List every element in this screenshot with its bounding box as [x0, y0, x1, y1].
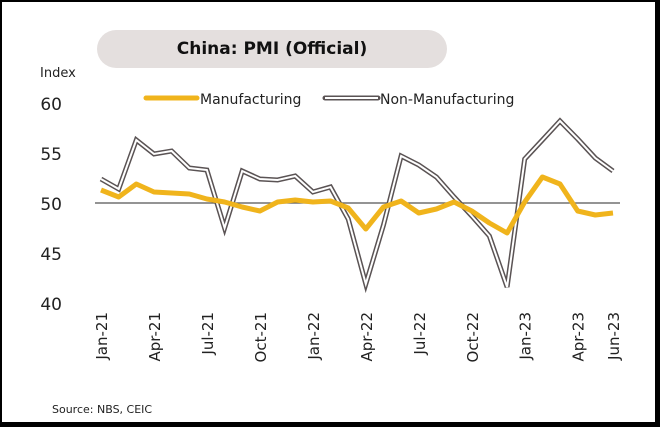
y-tick-label: 55	[40, 145, 62, 165]
y-axis-label: Index	[40, 66, 76, 81]
y-tick-label: 50	[40, 195, 62, 215]
chart-title: China: PMI (Official)	[176, 39, 368, 59]
series-line-non-manufacturing-inner	[100, 119, 614, 288]
x-tick-label: Jan-22	[305, 312, 323, 361]
series-line-manufacturing	[100, 174, 614, 236]
x-tick-label: Jan-21	[93, 312, 111, 361]
source-note: Source: NBS, CEIC	[52, 403, 153, 416]
x-tick-label: Jun-23	[605, 312, 623, 361]
x-tick-label: Jan-23	[517, 312, 535, 361]
x-tick-label: Jul-22	[411, 312, 429, 356]
x-tick-label: Oct-21	[252, 312, 270, 362]
y-tick-label: 45	[40, 245, 62, 265]
chart-frame	[2, 2, 655, 422]
legend-label-manufacturing: Manufacturing	[200, 92, 301, 108]
x-tick-label: Apr-23	[570, 312, 588, 362]
x-tick-label: Apr-21	[146, 312, 164, 362]
x-tick-label: Oct-22	[464, 312, 482, 362]
y-tick-label: 60	[40, 95, 62, 115]
y-tick-label: 40	[40, 295, 62, 315]
x-tick-label: Apr-22	[358, 312, 376, 362]
legend-label-non-manufacturing: Non-Manufacturing	[380, 92, 514, 108]
x-tick-label: Jul-21	[199, 312, 217, 356]
chart-title-pill: China: PMI (Official)	[97, 30, 447, 68]
